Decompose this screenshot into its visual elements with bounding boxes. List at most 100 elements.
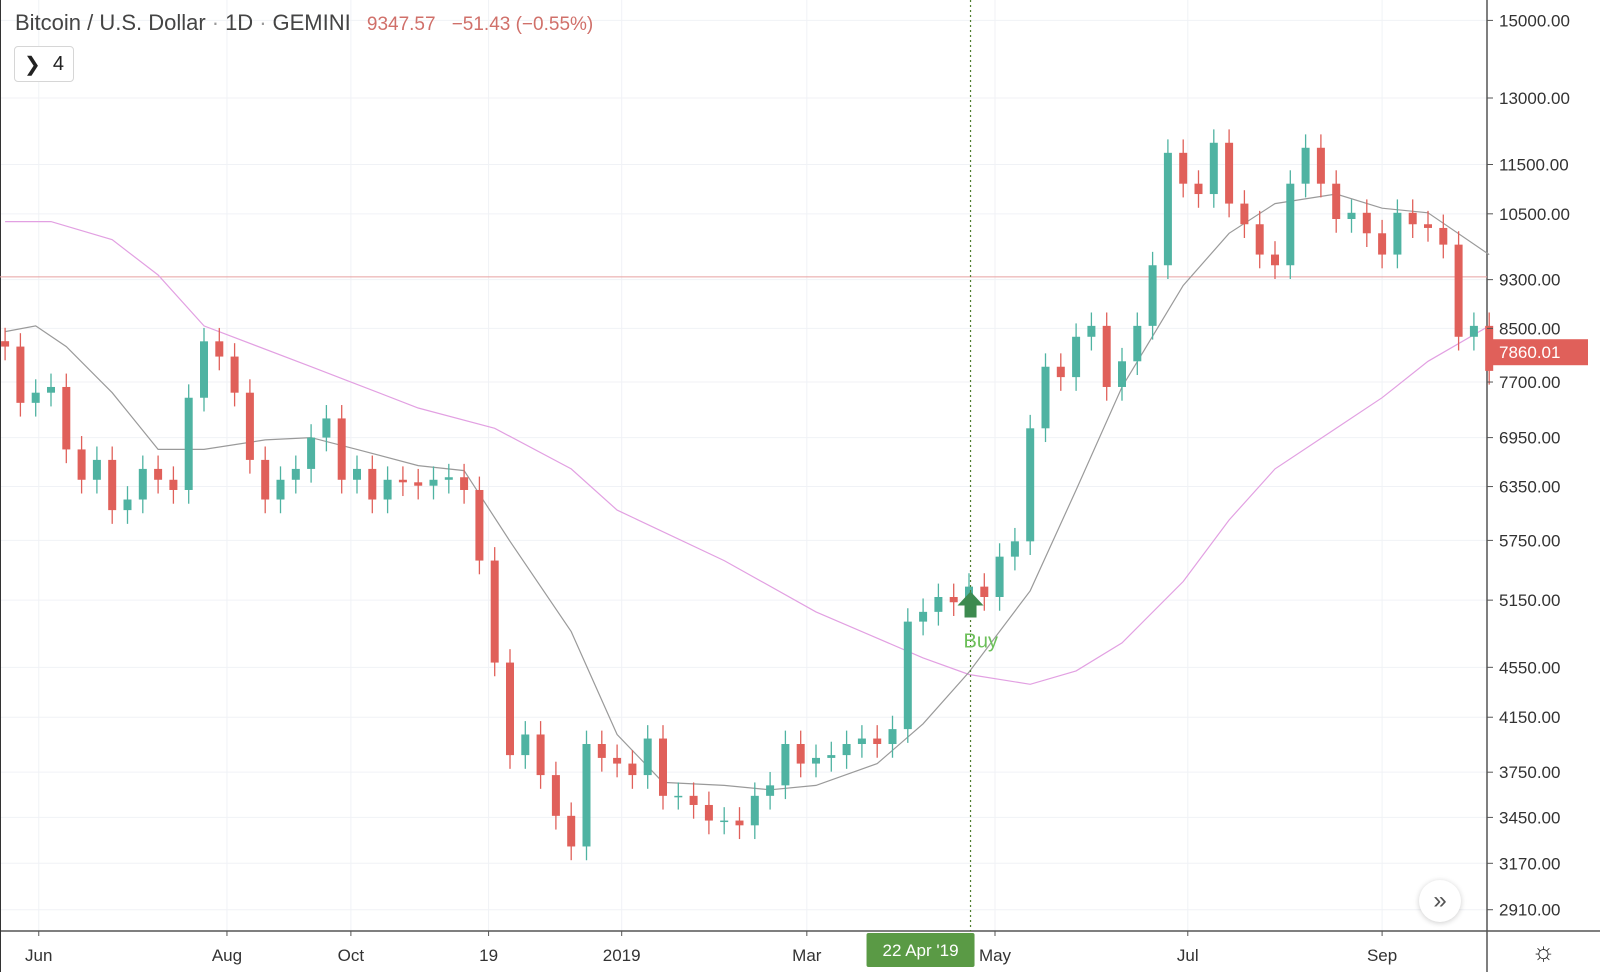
price-change: −51.43 (−0.55%) [451,14,594,35]
candle [1240,190,1249,238]
candle-body [245,392,254,460]
candle-body [827,755,836,758]
candle-body [536,734,545,776]
time-tick-label: Sep [1367,946,1397,965]
candle [1393,199,1402,269]
candle [1026,414,1035,556]
time-tick-label: Mar [792,946,822,965]
candle-body [689,795,698,805]
candle-body [643,738,652,776]
candle-body [995,556,1004,597]
candle-body [123,499,132,511]
scroll-to-realtime-button[interactable]: » [1419,880,1461,922]
candle-body [108,459,117,511]
price-tick-label: 13000.00 [1499,89,1570,108]
price-tick-label: 3750.00 [1499,763,1560,782]
moving-average-line [5,221,1490,685]
candle-body [92,459,101,480]
candle-body [1378,233,1387,255]
candle [903,608,912,743]
candle-body [796,744,805,764]
candle [1271,241,1279,279]
price-tick-label: 3450.00 [1499,808,1560,827]
candle [674,782,683,810]
candle [1194,170,1203,208]
crosshair-date-label: 22 Apr '19 [883,941,959,960]
candle-body [414,482,423,486]
candle [460,463,469,504]
price-tick-label: 2910.00 [1499,901,1560,920]
candle-body [949,596,958,603]
candle [1225,129,1234,218]
candle [108,446,117,524]
price-tick-label: 5150.00 [1499,591,1560,610]
price-tick-label: 10500.00 [1499,205,1570,224]
candle-body [674,795,683,798]
candle-body [490,560,499,663]
moving-average-line [4,193,1490,791]
candle-body [1087,325,1096,337]
candle [643,725,652,789]
candle-body [1,341,10,347]
time-tick-label: Aug [212,946,242,965]
exchange: GEMINI [272,10,351,35]
candle-body [1332,183,1341,220]
price-tick-label: 4150.00 [1499,708,1560,727]
candle-body [1393,212,1402,255]
candle [1010,527,1019,571]
candle [980,573,989,611]
price-tick-label: 6350.00 [1499,478,1560,497]
candle-body [781,744,790,786]
candle [949,583,958,616]
candle-body [291,468,300,480]
candle [368,455,377,514]
candle-body [857,738,866,745]
candle-body [1439,227,1448,245]
candle-body [934,596,943,612]
candle [827,741,836,772]
candle [184,384,193,504]
candle [322,405,331,452]
candle [1362,199,1371,248]
candle-body [1118,361,1126,387]
candle-body [1148,265,1157,326]
settings-button[interactable]: ☼ [1487,931,1600,972]
candle [857,725,866,758]
time-tick-label: Oct [338,946,365,965]
candle-body [1179,152,1188,184]
candle [582,730,591,861]
candle [873,725,882,758]
candle-body [16,346,25,403]
price-tick-label: 3170.00 [1499,854,1560,873]
gear-icon: ☼ [1531,936,1556,966]
candle-body [720,820,729,823]
candle [919,598,928,636]
interval[interactable]: 1D [225,10,254,35]
candle-body [31,392,40,403]
candle-body [1163,152,1172,266]
candle [1424,210,1432,242]
candle-body [506,662,514,756]
price-tick-label: 4550.00 [1499,658,1560,677]
candle [1469,312,1478,351]
price-tick-label: 11500.00 [1499,155,1569,174]
candle [92,446,101,494]
indicators-toggle-button[interactable]: ❯ 4 [14,46,74,82]
candle-body [77,449,86,480]
candle [1102,312,1111,401]
candle [659,725,667,810]
candle-body [704,804,713,821]
candle-body [980,586,989,597]
candle-body [368,468,377,500]
price-tick-label: 5750.00 [1499,531,1560,550]
candle-body [903,621,912,730]
time-tick-label: Jul [1177,946,1199,965]
separator: · [259,10,267,35]
candle [353,455,361,494]
candle-body [200,341,208,398]
candle [597,730,606,772]
candle-body [184,397,193,490]
candle-body [659,738,667,796]
candle-body [766,785,775,796]
